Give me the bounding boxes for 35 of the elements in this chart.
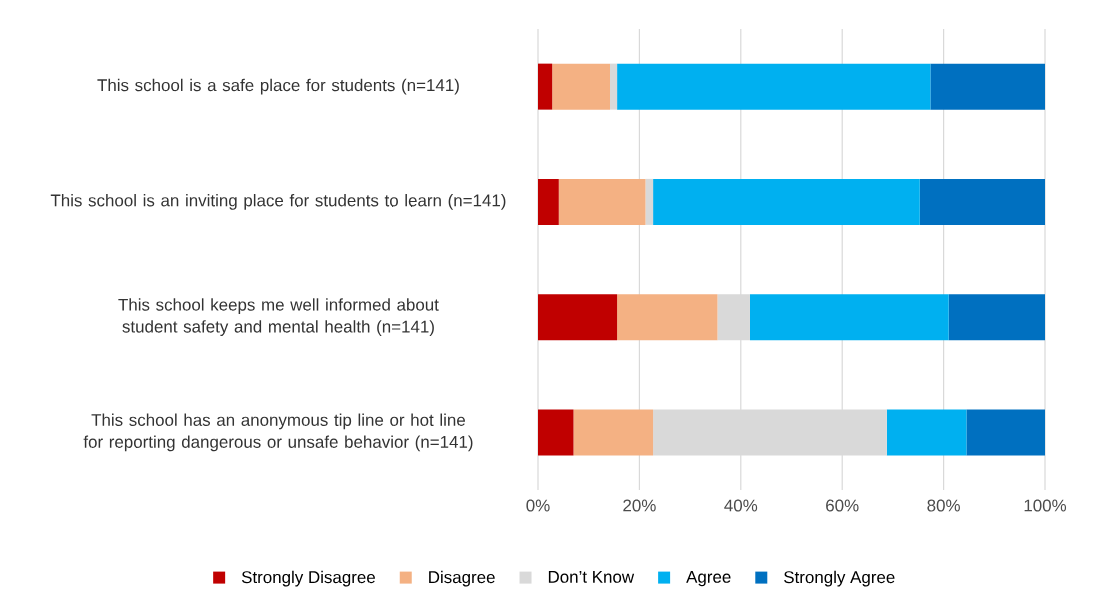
- bar: [558, 178, 646, 225]
- bar: [538, 294, 618, 341]
- bar: [930, 63, 1045, 110]
- bar: [538, 63, 553, 110]
- x-tick-label: 0%: [526, 499, 550, 512]
- x-tick-label: 80%: [927, 499, 960, 512]
- x-tick-label: 60%: [826, 499, 859, 512]
- bar: [538, 409, 574, 456]
- bar: [886, 409, 967, 456]
- legend-label: Don’t Know: [548, 571, 635, 583]
- legend-label: Strongly Disagree: [241, 570, 375, 587]
- bar: [919, 178, 1045, 225]
- bar: [948, 294, 1045, 341]
- legend-label: Agree: [686, 571, 731, 587]
- bar: [653, 178, 920, 225]
- bar: [617, 294, 718, 341]
- x-tick-label: 20%: [623, 499, 656, 512]
- bar: [645, 178, 654, 225]
- bar: [552, 63, 610, 110]
- x-tick-label: 100%: [1024, 499, 1067, 512]
- bar: [538, 178, 559, 225]
- y-tick-label: This school keeps me well informed about student safety and mental health (n=141): [118, 298, 439, 336]
- legend-label: Disagree: [429, 570, 495, 587]
- y-tick-label: This school is a safe place for students (n=141): [97, 78, 459, 95]
- bar: [749, 294, 949, 341]
- bar: [966, 409, 1045, 456]
- y-tick-label: This school is an inviting place for students to learn (n=141): [50, 193, 506, 210]
- bar: [573, 409, 654, 456]
- bar: [610, 63, 618, 110]
- bar: [717, 294, 750, 341]
- bar: [617, 63, 931, 110]
- x-tick-label: 40%: [724, 499, 758, 512]
- bar: [653, 409, 887, 456]
- legend-label: Strongly Agree: [784, 570, 895, 587]
- y-tick-label: This school has an anonymous tip line or hot line for reporting dangerous or unsafe behavior (n=141): [83, 413, 473, 452]
